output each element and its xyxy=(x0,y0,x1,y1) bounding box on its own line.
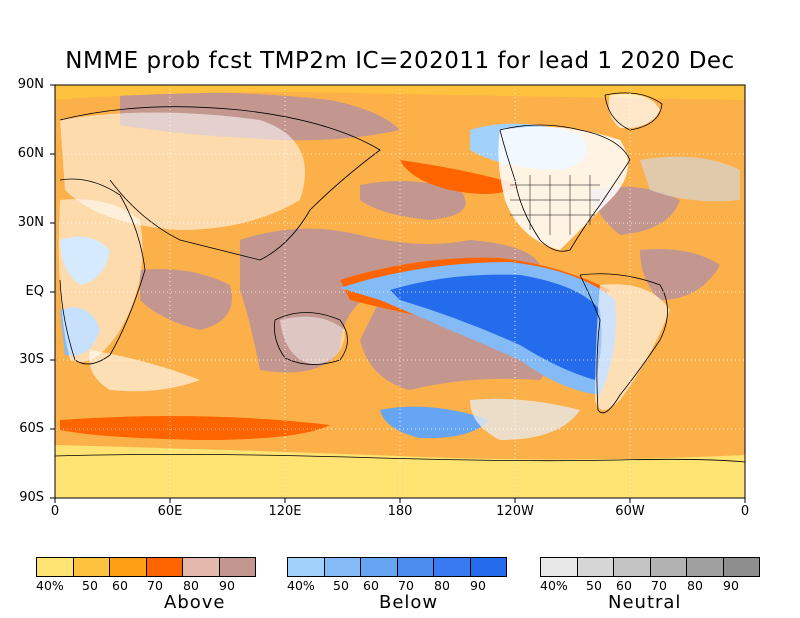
legend-above-title: Above xyxy=(164,592,226,613)
legend-tick: 70 xyxy=(651,578,667,593)
us-states xyxy=(510,175,600,235)
legend-tick: 60 xyxy=(616,578,632,593)
legend-tick: 60 xyxy=(363,578,379,593)
lat-label-60n: 60N xyxy=(17,146,44,161)
legend-below-swatch xyxy=(470,558,506,576)
lon-label-0-east: 0 xyxy=(740,504,750,519)
neutral-patch-1 xyxy=(89,350,200,392)
coast-south-america xyxy=(579,273,668,414)
north-pacific-warm-region xyxy=(360,181,466,220)
legend-above-bar xyxy=(36,557,256,577)
coastlines xyxy=(54,92,746,463)
coast-eurasia xyxy=(59,106,381,261)
legend-above-swatch xyxy=(219,558,255,576)
legend-tick: 90 xyxy=(723,578,739,593)
north-atlantic-warm-region xyxy=(590,186,680,235)
axis-ticks xyxy=(50,84,746,503)
lat-label-60s: 60S xyxy=(19,421,44,436)
above-80-regions xyxy=(120,92,720,390)
legend-below-swatch xyxy=(324,558,361,576)
neutral-patch-2 xyxy=(640,156,740,202)
lon-label-60w: 60W xyxy=(615,504,645,519)
legend-above-swatch xyxy=(73,558,110,576)
legend-tick: 70 xyxy=(147,578,163,593)
legend-tick: 80 xyxy=(434,578,450,593)
coast-greenland xyxy=(604,92,663,131)
legend-neutral-swatch xyxy=(614,558,651,576)
legend-tick: 40% xyxy=(36,578,64,593)
legend-tick: 80 xyxy=(687,578,703,593)
graticule xyxy=(55,85,745,498)
legend-above-swatch xyxy=(110,558,147,576)
legend-tick: 50 xyxy=(82,578,98,593)
greenland-land xyxy=(608,94,660,129)
map-title: NMME prob fcst TMP2m IC=202011 for lead … xyxy=(65,48,735,74)
legend-tick: 60 xyxy=(112,578,128,593)
coast-africa xyxy=(59,178,146,365)
legend-neutral-swatch xyxy=(687,558,724,576)
legend-tick: 40% xyxy=(540,578,568,593)
legend-below-swatch xyxy=(288,558,325,576)
cold-tongue-core xyxy=(390,274,602,380)
coast-antarctica xyxy=(54,454,746,463)
legend-below-title: Below xyxy=(379,592,439,613)
lon-label-60e: 60E xyxy=(157,504,183,519)
neutral-patch-3 xyxy=(470,398,580,440)
legend-above-swatch xyxy=(183,558,220,576)
lat-label-30s: 30S xyxy=(19,352,44,367)
lat-label-90n: 90N xyxy=(17,77,44,92)
lat-label-30n: 30N xyxy=(17,215,44,230)
coast-north-america xyxy=(499,124,631,252)
lon-label-0: 0 xyxy=(50,504,60,519)
southern-ocean-cold-region xyxy=(380,406,490,439)
legend-tick: 40% xyxy=(287,578,315,593)
coast-australia xyxy=(274,312,348,365)
legend-neutral-swatch xyxy=(577,558,614,576)
legend-tick: 50 xyxy=(333,578,349,593)
legend-below-swatch xyxy=(361,558,398,576)
africa-land xyxy=(58,199,143,362)
lat-label-eq: EQ xyxy=(25,284,44,299)
southern-ocean-band xyxy=(60,416,330,440)
legend-below-swatch xyxy=(397,558,434,576)
legend-above-swatch xyxy=(146,558,183,576)
eurasia-land xyxy=(60,112,305,230)
legend-below-swatch xyxy=(434,558,471,576)
south-america-land xyxy=(595,284,670,410)
legend-tick: 80 xyxy=(183,578,199,593)
neutral-regions xyxy=(55,94,745,498)
legend-above-swatch xyxy=(37,558,74,576)
north-high-lat-band xyxy=(55,85,745,100)
south-atlantic-warm-region xyxy=(640,249,720,300)
lon-label-180: 180 xyxy=(387,504,413,519)
australia-land xyxy=(280,316,345,365)
legend-below-bar xyxy=(287,557,507,577)
legend-tick: 90 xyxy=(219,578,235,593)
legend-tick: 50 xyxy=(586,578,602,593)
legend-neutral-swatch xyxy=(723,558,759,576)
legend-neutral-swatch xyxy=(541,558,578,576)
north-america-land xyxy=(498,126,628,250)
north-pacific-band xyxy=(400,160,520,194)
legend-neutral-title: Neutral xyxy=(608,592,682,613)
indian-ocean-warm-region xyxy=(140,269,232,330)
lon-label-120e: 120E xyxy=(268,504,302,519)
legend-neutral-swatch xyxy=(650,558,687,576)
legend-neutral-bar xyxy=(540,557,760,577)
south-pacific-warm-region xyxy=(360,300,547,390)
lon-label-120w: 120W xyxy=(496,504,534,519)
legend-tick: 70 xyxy=(398,578,414,593)
legend-tick: 90 xyxy=(470,578,486,593)
lat-label-90s: 90S xyxy=(19,490,44,505)
